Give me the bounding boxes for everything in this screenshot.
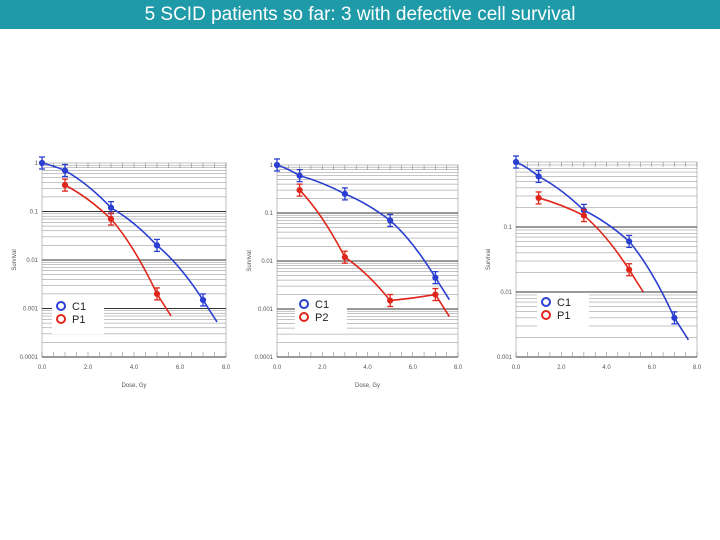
legend-label: P2	[315, 312, 328, 324]
y-tick-label: 0.1	[504, 225, 513, 231]
data-point-c1	[38, 159, 46, 167]
data-point-p1	[61, 182, 69, 189]
survival-chart-1: 0.0 2.0 4.0 6.0 8.0 1 0.1 0.01 0.001 0.0001 Dose, …	[12, 156, 231, 389]
data-point-p1	[153, 290, 161, 298]
data-point-p1	[580, 212, 587, 219]
data-point-c1	[387, 217, 394, 224]
x-tick-label: 4.0	[130, 365, 139, 371]
legend-marker-c1	[299, 299, 309, 309]
x-tick-label: 8.0	[454, 365, 463, 371]
x-tick-label: 0.0	[273, 365, 282, 371]
y-tick-label: 0.1	[30, 210, 39, 216]
x-tick-label: 4.0	[363, 365, 372, 371]
legend-marker-p2	[299, 312, 309, 322]
data-point-c1	[341, 190, 348, 197]
legend-marker-c1	[56, 301, 66, 311]
y-tick-label: 0.001	[23, 307, 39, 313]
x-tick-label: 6.0	[648, 365, 657, 371]
x-tick-label: 0.0	[512, 365, 521, 371]
legend-label: C1	[72, 301, 86, 313]
legend-label: P1	[557, 310, 570, 322]
data-point-c1	[153, 242, 161, 249]
x-tick-label: 8.0	[222, 365, 231, 371]
fit-curve-p2	[299, 189, 451, 317]
data-point-c1	[432, 274, 439, 281]
y-axis-title: Survival	[247, 250, 253, 271]
x-axis-title: Dose, Gy	[121, 383, 146, 389]
y-tick-label: 0.001	[497, 355, 513, 361]
x-axis-title: Dose, Gy	[355, 383, 380, 389]
legend-label: C1	[557, 297, 571, 309]
x-tick-label: 2.0	[84, 365, 93, 371]
y-tick-label: 0.0001	[20, 355, 39, 361]
data-point-p2	[296, 186, 303, 194]
y-tick-label: 0.1	[265, 211, 274, 217]
data-point-c1	[512, 158, 520, 166]
x-tick-label: 2.0	[557, 365, 566, 371]
legend-marker-p1	[541, 310, 551, 320]
data-point-c1	[273, 161, 281, 169]
y-tick-label: 1	[270, 163, 274, 169]
legend-label: P1	[72, 314, 85, 326]
data-point-c1	[199, 296, 207, 304]
data-point-c1	[107, 204, 115, 211]
x-tick-label: 8.0	[693, 365, 702, 371]
data-point-p2	[341, 254, 348, 261]
slide-title: 5 SCID patients so far: 3 with defective…	[0, 0, 720, 29]
legend-marker-c1	[541, 297, 551, 307]
legend-label: C1	[315, 299, 329, 311]
survival-chart-2: 0.0 2.0 4.0 6.0 8.0 1 0.1 0.01 0.001 0.0001 Dose, …	[247, 158, 463, 389]
data-point-p1	[535, 194, 542, 202]
legend-marker-p1	[56, 314, 66, 324]
y-tick-label: 0.001	[258, 307, 274, 313]
data-point-p1	[107, 215, 115, 223]
data-point-c1	[61, 167, 69, 174]
y-tick-label: 0.01	[26, 258, 38, 264]
y-tick-label: 0.01	[500, 290, 512, 296]
y-tick-label: 0.01	[261, 259, 273, 265]
x-tick-label: 6.0	[176, 365, 185, 371]
data-point-p2	[432, 291, 439, 298]
y-axis-title: Survival	[12, 249, 18, 270]
x-tick-label: 0.0	[38, 365, 47, 371]
y-tick-label: 1	[35, 161, 39, 167]
data-point-c1	[296, 172, 303, 179]
fit-curve-c1	[515, 161, 690, 341]
data-point-p2	[387, 297, 394, 304]
data-point-c1	[626, 238, 633, 245]
data-point-c1	[671, 314, 678, 321]
y-axis-title: Survival	[486, 249, 492, 270]
x-tick-label: 6.0	[409, 365, 418, 371]
fit-curve-p1	[64, 184, 172, 317]
x-tick-label: 2.0	[318, 365, 327, 371]
data-point-c1	[535, 173, 542, 180]
data-point-p1	[626, 266, 633, 273]
x-tick-label: 4.0	[602, 365, 611, 371]
y-tick-label: 0.0001	[255, 355, 274, 361]
